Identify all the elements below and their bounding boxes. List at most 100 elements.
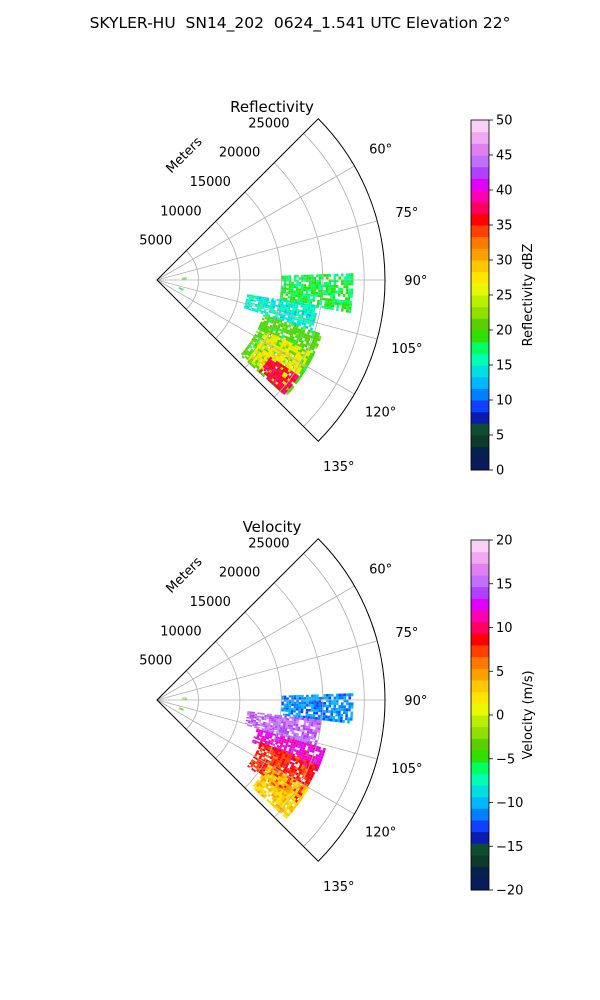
echo-cell <box>259 759 263 763</box>
echo-cell <box>308 735 312 739</box>
echo-cell <box>252 336 256 340</box>
echo-cell <box>259 334 263 338</box>
echo-cell <box>261 717 265 720</box>
echo-cell <box>313 286 317 290</box>
echo-cell <box>293 301 297 305</box>
echo-cell <box>294 310 297 314</box>
echo-cell <box>321 750 326 754</box>
echo-cell <box>304 755 308 759</box>
echo-cell <box>287 296 291 299</box>
echo-cell <box>269 778 274 782</box>
echo-cell <box>289 383 293 387</box>
colorbar-swatch <box>471 656 489 669</box>
echo-cell <box>280 379 284 383</box>
echo-cell <box>336 702 339 706</box>
echo-cell <box>278 335 282 339</box>
echo-cell <box>275 750 279 754</box>
echo-cell <box>294 317 298 321</box>
echo-cell <box>296 275 299 278</box>
echo-cell <box>299 757 303 761</box>
echo-cell <box>305 753 309 757</box>
echo-cell <box>300 710 304 714</box>
echo-cell <box>284 715 288 719</box>
echo-cell <box>277 319 281 322</box>
echo-cell <box>268 788 272 792</box>
echo-cell <box>328 704 332 708</box>
echo-cells <box>178 273 354 396</box>
echo-cell <box>258 331 262 335</box>
echo-cell <box>281 707 284 710</box>
echo-cell <box>280 358 284 362</box>
echo-cell <box>273 383 277 387</box>
echo-cell <box>303 720 307 724</box>
echo-cell <box>314 345 318 350</box>
echo-cell <box>316 302 320 306</box>
echo-cell <box>288 330 292 334</box>
echo-cell <box>298 743 302 747</box>
echo-cell <box>280 808 285 812</box>
echo-cell <box>318 335 322 339</box>
echo-cell <box>313 721 317 725</box>
echo-cell <box>349 300 353 304</box>
echo-cell <box>253 769 257 773</box>
echo-cell <box>281 795 286 800</box>
echo-cell <box>303 734 307 738</box>
echo-cell <box>269 356 273 360</box>
echo-cell <box>251 307 255 310</box>
echo-cell <box>340 290 344 294</box>
echo-cell <box>283 285 287 288</box>
colorbar-tick-label: 50 <box>496 114 513 129</box>
echo-cell <box>256 368 260 373</box>
echo-cell <box>309 770 313 775</box>
echo-cell <box>285 722 289 725</box>
echo-cell <box>316 284 319 288</box>
echo-cell <box>302 350 306 355</box>
echo-cell <box>297 726 301 730</box>
echo-cell <box>284 791 289 796</box>
echo-cell <box>252 711 255 714</box>
echo-cell <box>311 704 314 707</box>
echo-cell <box>295 775 300 779</box>
echo-cell <box>333 710 336 714</box>
colorbar-swatch <box>471 621 489 634</box>
echo-cell <box>317 299 320 303</box>
echo-cell <box>307 716 311 719</box>
echo-cell <box>295 302 299 305</box>
echo-cell <box>325 292 329 296</box>
echo-cell <box>256 735 260 739</box>
echo-cell <box>313 724 316 728</box>
echo-cell <box>329 718 333 722</box>
azimuth-tick-label: 75° <box>395 626 418 641</box>
echo-cell <box>285 757 289 761</box>
panel-title: Velocity <box>243 518 302 536</box>
echo-cell <box>264 351 269 355</box>
echo-cell <box>313 709 316 712</box>
echo-cell <box>263 730 267 734</box>
echo-cell <box>312 763 317 767</box>
echo-cell <box>281 799 286 803</box>
echo-cell <box>267 314 271 317</box>
echo-cell <box>264 366 268 370</box>
echo-cell <box>306 356 310 361</box>
echo-cell <box>265 339 270 343</box>
echo-cell <box>322 715 326 718</box>
echo-cell <box>309 741 313 745</box>
echo-cell <box>283 756 287 760</box>
echo-cell <box>271 333 275 337</box>
echo-cell <box>295 725 298 729</box>
echo-cell <box>325 284 329 288</box>
echo-cell <box>299 329 303 333</box>
echo-cell <box>318 709 321 713</box>
echo-cell <box>299 795 304 800</box>
echo-cell <box>181 707 184 710</box>
echo-cell <box>305 715 308 719</box>
echo-cell <box>304 344 308 348</box>
echo-cell <box>334 719 338 723</box>
echo-cell <box>269 742 273 746</box>
echo-cell <box>265 731 269 734</box>
echo-cell <box>260 722 264 725</box>
echo-cell <box>284 782 289 787</box>
echo-cell <box>292 727 296 731</box>
echo-cell <box>313 276 317 280</box>
echo-cell <box>283 705 287 708</box>
